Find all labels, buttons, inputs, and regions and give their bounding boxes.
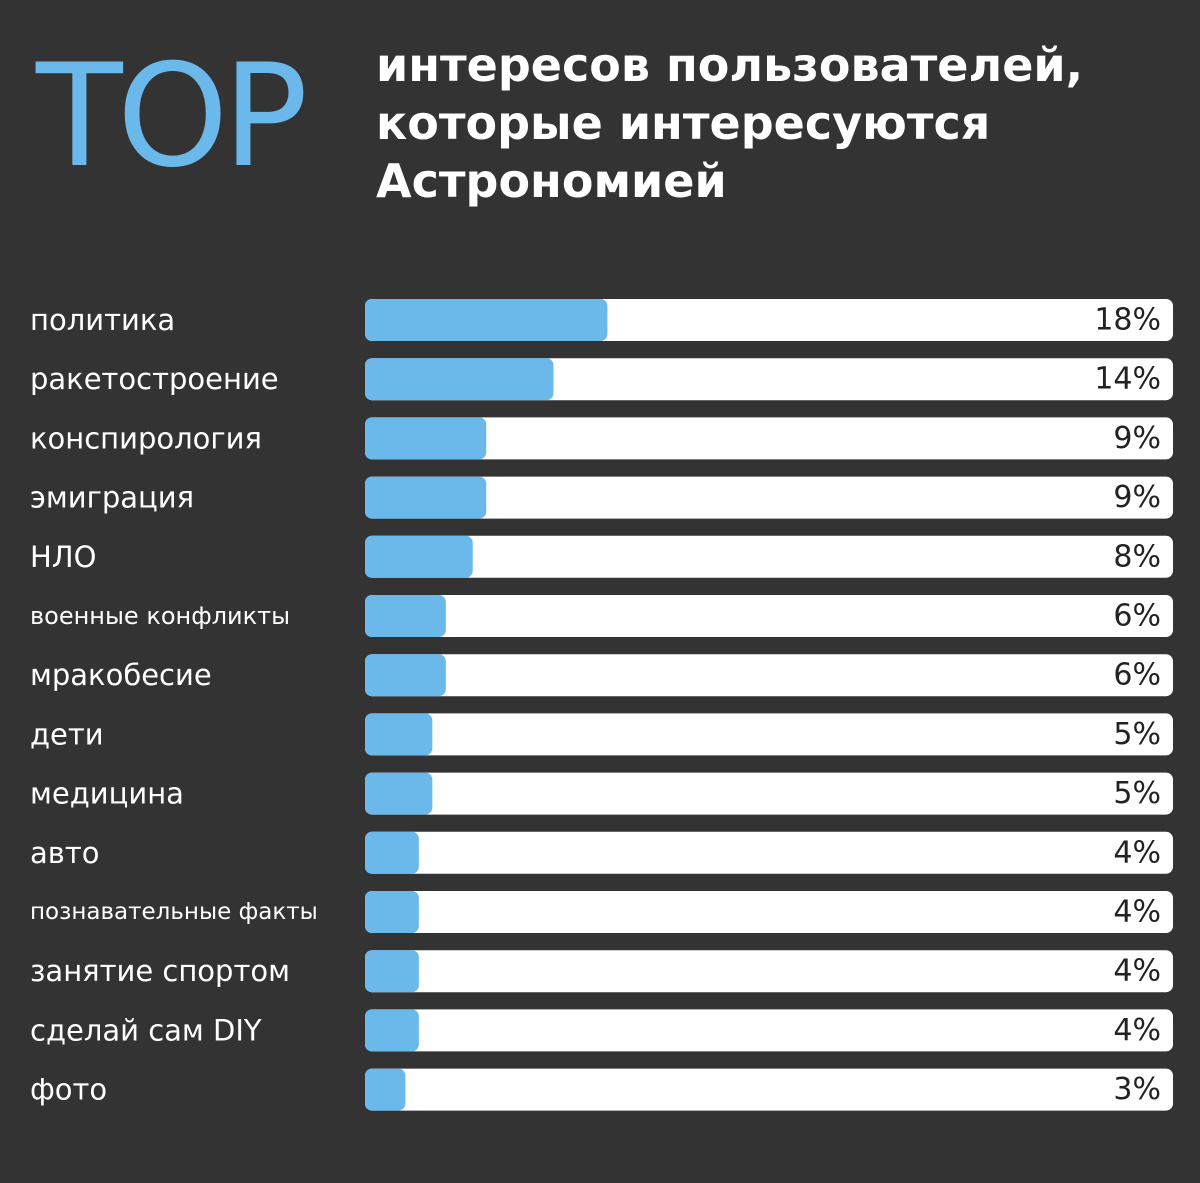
bar-track	[365, 831, 1173, 874]
bar	[365, 535, 473, 578]
bar-row: политика 18%	[30, 299, 1173, 341]
bar-row: военные конфликты 6%	[30, 595, 1173, 637]
category-label: сделай сам DIY	[30, 1013, 262, 1047]
bar-track	[365, 1009, 1173, 1052]
bar-row: сделай сам DIY 4%	[30, 1009, 1173, 1052]
title-line-1: интересов пользователей,	[376, 38, 1084, 92]
bar	[365, 417, 487, 460]
bar	[365, 950, 419, 993]
value-label: 5%	[1113, 717, 1161, 752]
bar-row: НЛО 8%	[30, 535, 1173, 578]
bar-track	[365, 1068, 1173, 1111]
value-label: 3%	[1113, 1072, 1161, 1107]
bar-track	[365, 950, 1173, 993]
value-label: 9%	[1113, 480, 1161, 515]
value-label: 4%	[1113, 1013, 1161, 1048]
category-label: мракобесие	[30, 658, 212, 692]
bar-row: авто 4%	[30, 831, 1173, 874]
category-label: ракетостроение	[30, 362, 279, 396]
bar-row: мракобесие 6%	[30, 654, 1173, 697]
category-label: военные конфликты	[30, 602, 290, 630]
bar	[365, 831, 419, 874]
bar	[365, 595, 446, 637]
bar	[365, 654, 446, 697]
bar-row: занятие спортом 4%	[30, 950, 1173, 993]
bar-row: дети 5%	[30, 713, 1173, 756]
category-label: эмиграция	[30, 481, 194, 515]
value-label: 4%	[1113, 835, 1161, 870]
bar-track	[365, 713, 1173, 756]
bar	[365, 358, 554, 401]
bar-track	[365, 891, 1173, 933]
bar-track	[365, 358, 1173, 401]
value-label: 6%	[1113, 658, 1161, 693]
bar	[365, 476, 487, 519]
value-label: 9%	[1113, 421, 1161, 456]
bar-row: конспирология 9%	[30, 417, 1173, 460]
category-label: конспирология	[30, 421, 262, 455]
bar-track	[365, 535, 1173, 578]
bar-row: ракетостроение 14%	[30, 358, 1173, 401]
value-label: 18%	[1094, 303, 1161, 338]
value-label: 4%	[1113, 895, 1161, 930]
bar-row: познавательные факты 4%	[30, 891, 1173, 933]
category-label: познавательные факты	[30, 899, 318, 925]
category-label: фото	[30, 1073, 107, 1107]
value-label: 5%	[1113, 776, 1161, 811]
category-label: НЛО	[30, 540, 96, 574]
bar-track	[365, 595, 1173, 637]
value-label: 6%	[1113, 599, 1161, 634]
title-line-2: которые интересуются	[376, 96, 991, 150]
category-label: медицина	[30, 777, 184, 811]
category-label: авто	[30, 836, 100, 870]
bar-row: медицина 5%	[30, 772, 1173, 815]
bar-track	[365, 772, 1173, 815]
bar	[365, 772, 433, 815]
bar-row: эмиграция 9%	[30, 476, 1173, 519]
bar	[365, 1068, 406, 1111]
bar	[365, 1009, 419, 1052]
title-line-3: Астрономией	[376, 154, 727, 208]
bar-track	[365, 417, 1173, 460]
bar-row: фото 3%	[30, 1068, 1173, 1111]
value-label: 14%	[1094, 362, 1161, 397]
bar	[365, 299, 608, 341]
chart-title: интересов пользователей, которые интерес…	[376, 36, 1083, 210]
bar-track	[365, 476, 1173, 519]
value-label: 8%	[1113, 539, 1161, 574]
category-label: занятие спортом	[30, 954, 290, 988]
bar	[365, 891, 419, 933]
top-heading: TOP	[36, 34, 308, 199]
bar-track	[365, 654, 1173, 697]
category-label: политика	[30, 303, 175, 337]
bar	[365, 713, 433, 756]
category-label: дети	[30, 717, 104, 751]
value-label: 4%	[1113, 954, 1161, 989]
